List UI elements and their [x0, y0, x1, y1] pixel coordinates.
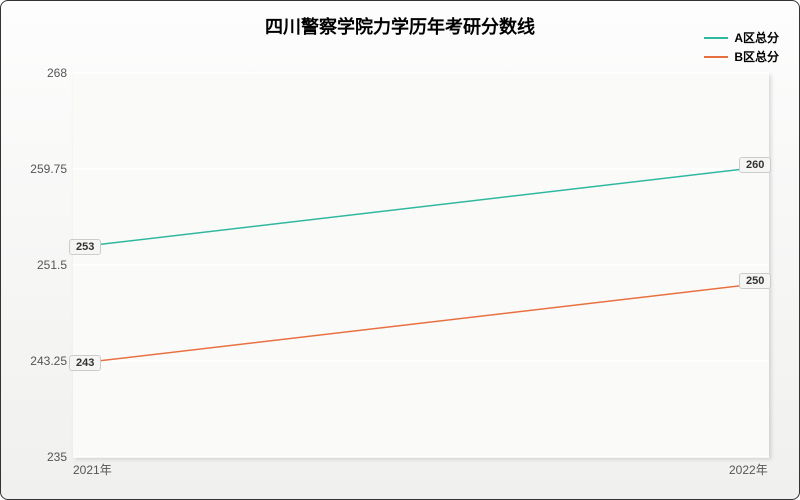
- y-tick-label: 251.5: [37, 258, 67, 272]
- legend-swatch-b: [704, 56, 728, 58]
- plot-area: [73, 73, 769, 457]
- grid-lines: [73, 73, 769, 457]
- y-tick-label: 243.25: [30, 354, 67, 368]
- data-point-label: 250: [739, 273, 771, 289]
- x-tick-label: 2021年: [73, 461, 112, 478]
- data-point-label: 253: [69, 239, 101, 255]
- y-tick-label: 259.75: [30, 162, 67, 176]
- chart-title: 四川警察学院力学历年考研分数线: [265, 13, 535, 39]
- chart-container: 四川警察学院力学历年考研分数线 A区总分 B区总分 235 243.25 251.5…: [0, 0, 800, 500]
- data-point-label: 260: [739, 157, 771, 173]
- chart-svg: [73, 73, 769, 457]
- data-point-label: 243: [69, 355, 101, 371]
- y-tick-label: 268: [47, 66, 67, 80]
- legend: A区总分 B区总分: [704, 29, 779, 67]
- legend-label-b: B区总分: [734, 48, 779, 65]
- legend-swatch-a: [704, 37, 728, 39]
- legend-item-b: B区总分: [704, 48, 779, 65]
- y-tick-label: 235: [47, 450, 67, 464]
- legend-label-a: A区总分: [734, 29, 779, 46]
- legend-item-a: A区总分: [704, 29, 779, 46]
- x-tick-label: 2022年: [729, 461, 768, 478]
